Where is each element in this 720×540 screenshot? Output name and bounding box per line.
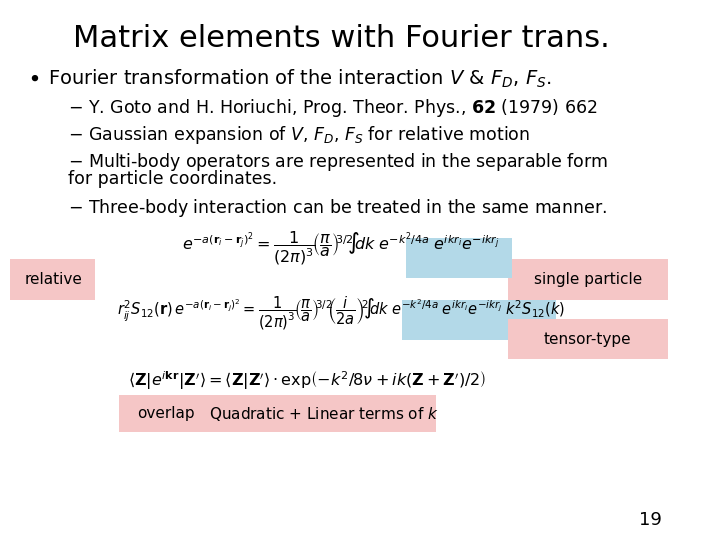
Text: $-$ Three-body interaction can be treated in the same manner.: $-$ Three-body interaction can be treate… (68, 197, 607, 219)
Text: Quadratic + Linear terms of $k$: Quadratic + Linear terms of $k$ (209, 404, 439, 423)
Text: $-$ Y. Goto and H. Horiuchi, Prog. Theor. Phys., $\mathbf{62}$ (1979) 662: $-$ Y. Goto and H. Horiuchi, Prog. Theor… (68, 97, 598, 119)
Text: $-$ Gaussian expansion of $V$, $F_D$, $F_S$ for relative motion: $-$ Gaussian expansion of $V$, $F_D$, $F… (68, 124, 530, 146)
FancyBboxPatch shape (402, 300, 556, 340)
Text: overlap: overlap (137, 406, 194, 421)
FancyBboxPatch shape (406, 238, 511, 278)
Text: $r_{ij}^2 S_{12}(\mathbf{r})\,e^{-a(\mathbf{r}_i-\mathbf{r}_j)^2} = \dfrac{1}{(2: $r_{ij}^2 S_{12}(\mathbf{r})\,e^{-a(\mat… (117, 295, 565, 332)
Text: $e^{-a(\mathbf{r}_i-\mathbf{r}_j)^2} = \dfrac{1}{(2\pi)^3}\!\left(\dfrac{\pi}{a}: $e^{-a(\mathbf{r}_i-\mathbf{r}_j)^2} = \… (182, 230, 500, 267)
Text: tensor-type: tensor-type (544, 332, 631, 347)
Text: Matrix elements with Fourier trans.: Matrix elements with Fourier trans. (73, 24, 609, 53)
FancyBboxPatch shape (212, 395, 436, 432)
FancyBboxPatch shape (120, 395, 212, 432)
Text: $\bullet$: $\bullet$ (27, 68, 40, 87)
Text: for particle coordinates.: for particle coordinates. (68, 170, 277, 188)
FancyBboxPatch shape (508, 259, 668, 300)
FancyBboxPatch shape (508, 319, 668, 359)
Text: $-$ Multi-body operators are represented in the separable form: $-$ Multi-body operators are represented… (68, 151, 608, 173)
Text: Fourier transformation of the interaction $V$ & $F_D$, $F_S$.: Fourier transformation of the interactio… (48, 68, 552, 90)
FancyBboxPatch shape (10, 259, 96, 300)
Text: single particle: single particle (534, 272, 642, 287)
Text: 19: 19 (639, 511, 662, 529)
Text: relative: relative (24, 272, 82, 287)
Text: $\langle \mathbf{Z}|e^{i\mathbf{k}\mathbf{r}}|\mathbf{Z}^{\prime}\rangle = \lang: $\langle \mathbf{Z}|e^{i\mathbf{k}\mathb… (128, 369, 486, 392)
